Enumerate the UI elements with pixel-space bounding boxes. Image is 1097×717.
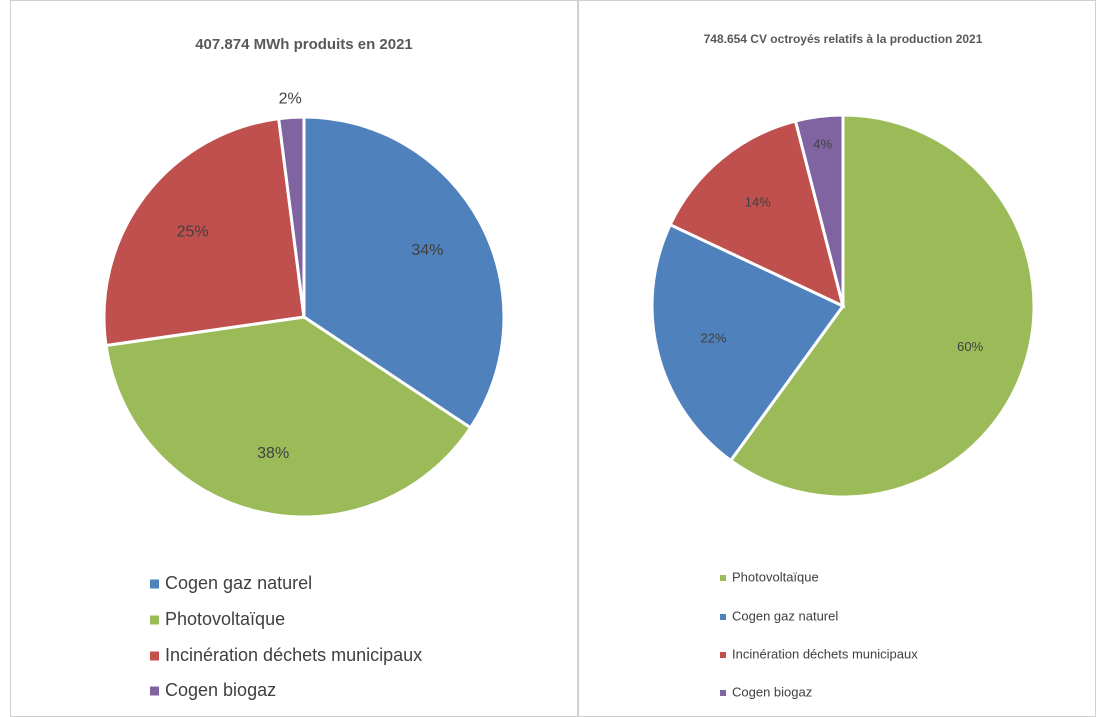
pie-slice — [793, 113, 845, 307]
data-label: 25% — [177, 223, 209, 240]
legend-swatch — [150, 686, 159, 696]
pie-slice — [104, 315, 473, 519]
legend-label: Cogen gaz naturel — [732, 608, 838, 623]
data-label: 38% — [257, 445, 289, 462]
legend-label: Photovoltaïque — [165, 609, 285, 629]
pie-slice — [102, 116, 306, 348]
legend-swatch — [150, 615, 159, 625]
data-label: 14% — [745, 194, 771, 209]
pie-slice — [728, 113, 1036, 499]
pie-slice — [277, 115, 306, 318]
data-label: 2% — [279, 91, 302, 108]
legend-label: Incinération déchets municipaux — [165, 645, 422, 665]
legend-swatch — [720, 575, 726, 581]
legend-swatch — [150, 651, 159, 661]
data-label: 34% — [411, 242, 443, 259]
chart-title: 748.654 CV octroyés relatifs à la produc… — [704, 32, 983, 46]
legend-label: Incinération déchets municipaux — [732, 646, 918, 661]
legend-label: Cogen biogaz — [732, 684, 812, 699]
legend-swatch — [720, 614, 726, 620]
legend-label: Cogen gaz naturel — [165, 573, 312, 593]
data-label: 60% — [957, 339, 983, 354]
legend-swatch — [720, 652, 726, 658]
chart-title: 407.874 MWh produits en 2021 — [195, 36, 413, 53]
legend-swatch — [720, 690, 726, 696]
legend-label: Cogen biogaz — [165, 680, 276, 700]
legend-swatch — [150, 579, 159, 589]
legend-label: Photovoltaïque — [732, 569, 819, 584]
data-label: 4% — [813, 136, 832, 151]
data-label: 22% — [700, 331, 726, 346]
pie-slice — [668, 119, 846, 309]
